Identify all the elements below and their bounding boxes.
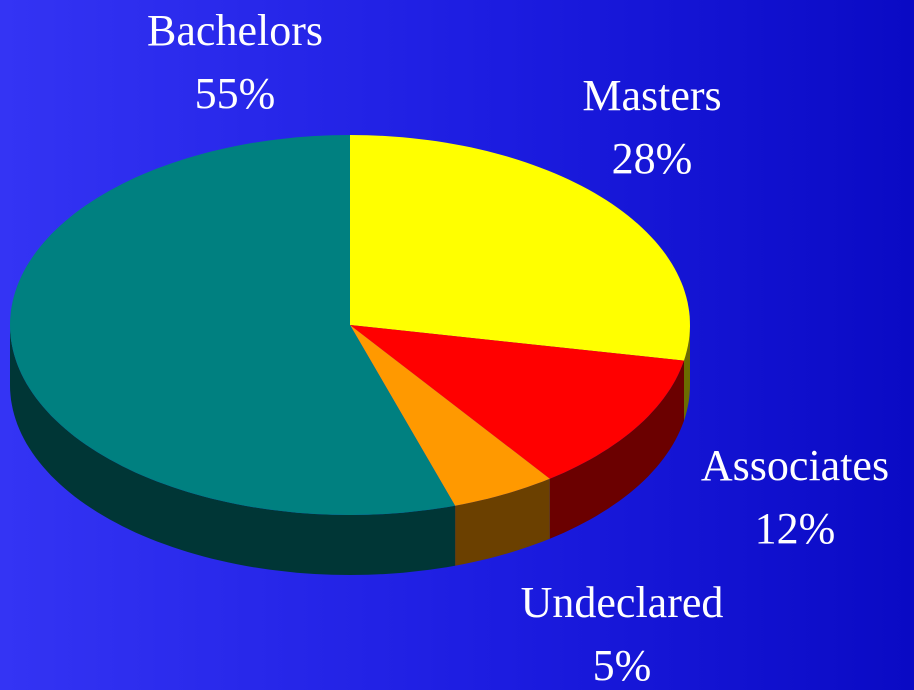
slice-side xyxy=(549,360,684,539)
slice-side xyxy=(10,325,456,575)
slice-label: Associates xyxy=(701,441,889,490)
slice-label: Bachelors xyxy=(147,6,323,55)
slice xyxy=(350,135,690,361)
slice-value-label: 5% xyxy=(593,641,652,690)
slice-label: Masters xyxy=(582,71,721,120)
slice-value-label: 28% xyxy=(612,134,693,183)
slice xyxy=(10,135,456,515)
slice xyxy=(350,325,684,479)
slice-value-label: 55% xyxy=(195,69,276,118)
slice xyxy=(350,325,550,506)
slice-value-label: 12% xyxy=(755,504,836,553)
slice-label: Undeclared xyxy=(521,578,724,627)
slice-side xyxy=(684,325,690,421)
slice-side xyxy=(455,478,550,566)
